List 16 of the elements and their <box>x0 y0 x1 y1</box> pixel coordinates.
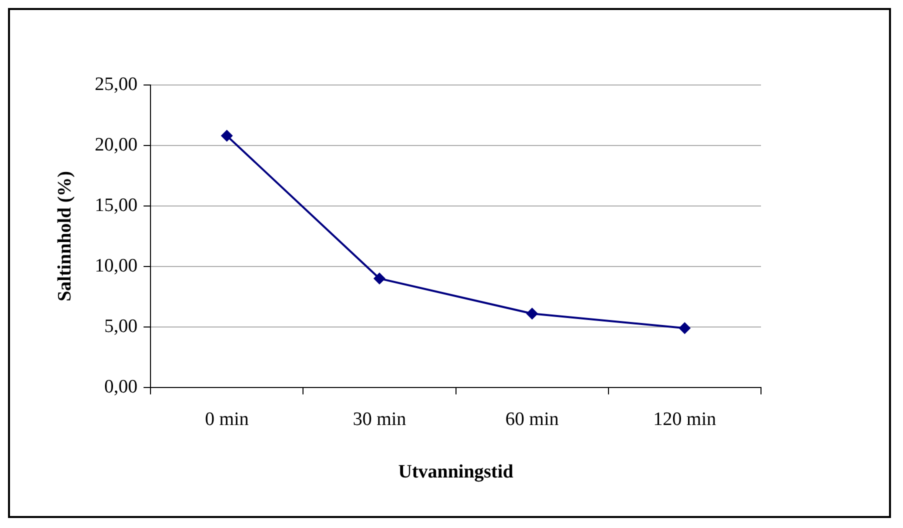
point <box>526 308 538 320</box>
x-tick-label: 60 min <box>505 408 560 430</box>
y-tick-label: 0,00 <box>104 376 138 398</box>
y-axis-title: Saltinnhold (%) <box>54 170 76 302</box>
x-axis-title: Utvanningstid <box>398 462 514 483</box>
y-tick-label: 15,00 <box>94 194 138 216</box>
point <box>678 322 691 334</box>
y-tick-label: 25,00 <box>94 74 138 95</box>
y-tick-label: 20,00 <box>94 134 138 156</box>
point <box>220 130 233 142</box>
x-tick-label: 30 min <box>352 408 407 430</box>
point <box>373 272 386 285</box>
y-tick-label: 5,00 <box>104 316 138 337</box>
y-tick-label: 10,00 <box>94 255 138 276</box>
x-tick-label: 120 min <box>653 408 717 430</box>
x-tick-label: 0 min <box>204 408 250 430</box>
